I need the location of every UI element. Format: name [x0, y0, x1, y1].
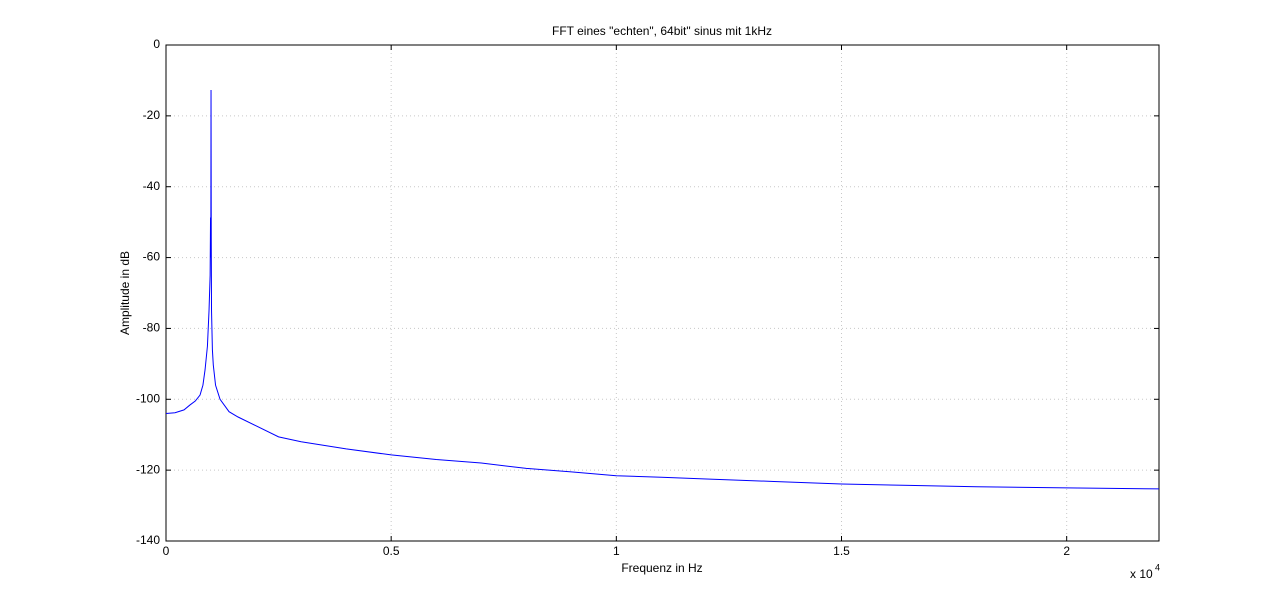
- x-tick-label: 1: [613, 544, 620, 558]
- y-tick-label: -120: [136, 462, 160, 476]
- y-tick-label: 0: [153, 37, 160, 51]
- y-tick-label: -20: [143, 108, 161, 122]
- x-multiplier: x 10: [1130, 567, 1153, 581]
- chart-title: FFT eines "echten", 64bit" sinus mit 1kH…: [552, 24, 772, 38]
- plot-frame: [165, 44, 1160, 542]
- y-tick-label: -80: [143, 321, 161, 335]
- y-axis-label: Amplitude in dB: [118, 251, 132, 335]
- data-line: [165, 89, 1160, 490]
- x-tick-label: 1.5: [833, 544, 850, 558]
- x-tick-label: 0.5: [383, 544, 400, 558]
- y-tick-label: -100: [136, 391, 160, 405]
- x-tick-label: 0: [163, 544, 170, 558]
- x-multiplier-exponent: 4: [1155, 562, 1160, 572]
- y-tick-label: -40: [143, 179, 161, 193]
- y-tick-label: -60: [143, 250, 161, 264]
- x-axis-label: Frequenz in Hz: [621, 561, 702, 575]
- y-tick-label: -140: [136, 533, 160, 547]
- x-tick-label: 2: [1063, 544, 1070, 558]
